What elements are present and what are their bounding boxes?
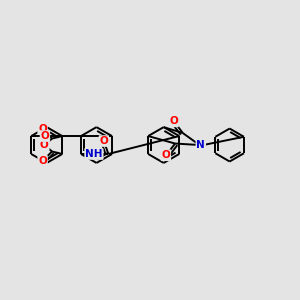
Text: N: N <box>196 140 205 150</box>
Text: NH: NH <box>85 149 103 159</box>
Text: O: O <box>38 124 47 134</box>
Text: O: O <box>40 140 49 150</box>
Text: O: O <box>38 156 47 166</box>
Text: O: O <box>40 131 49 141</box>
Text: O: O <box>169 116 178 126</box>
Text: O: O <box>161 150 170 160</box>
Text: O: O <box>100 136 108 146</box>
